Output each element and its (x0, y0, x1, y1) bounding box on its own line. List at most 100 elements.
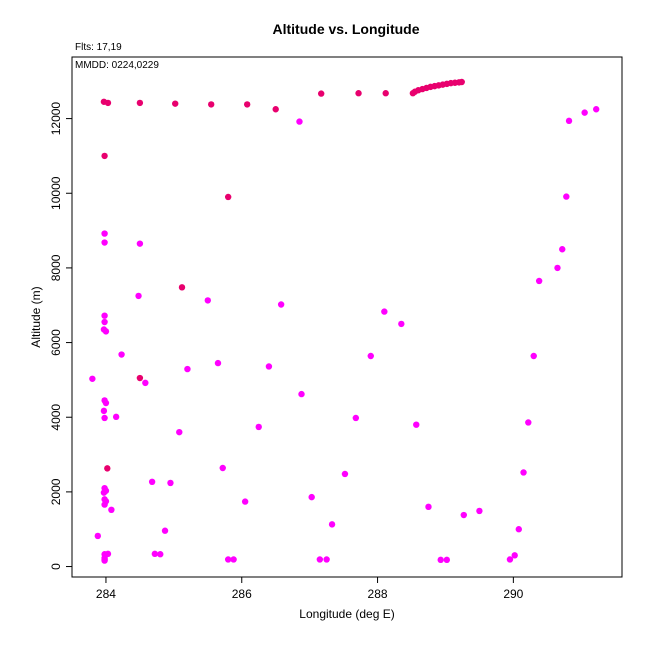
y-tick-label: 2000 (49, 478, 63, 505)
x-tick-label: 284 (96, 587, 116, 601)
data-point (136, 374, 144, 382)
data-point (352, 414, 360, 422)
data-point (530, 352, 537, 360)
data-point (108, 506, 115, 514)
data-point (172, 100, 179, 107)
data-point (554, 264, 561, 272)
data-point (224, 556, 232, 563)
data-point (316, 556, 324, 563)
data-point (101, 501, 108, 508)
data-point (476, 507, 483, 515)
data-point (515, 526, 522, 533)
data-point (296, 118, 303, 125)
y-tick-label: 10000 (49, 176, 63, 210)
data-point (460, 511, 467, 519)
data-point (272, 106, 279, 113)
data-point (142, 379, 149, 387)
data-point (118, 351, 125, 358)
data-point (563, 193, 570, 200)
data-point (437, 556, 444, 564)
data-point (157, 551, 164, 558)
data-point (101, 152, 108, 160)
data-point (104, 465, 111, 472)
data-point (100, 407, 108, 415)
y-tick-label: 4000 (49, 404, 63, 431)
data-point (178, 284, 186, 291)
data-point (328, 521, 336, 528)
data-point (398, 320, 405, 328)
y-tick-label: 8000 (49, 254, 63, 281)
data-point (101, 230, 108, 237)
data-point (317, 90, 325, 97)
y-tick-label: 0 (49, 563, 63, 570)
data-point (277, 301, 285, 308)
data-point (101, 557, 108, 564)
data-point (355, 90, 362, 97)
data-point (592, 106, 600, 113)
x-tick-label: 288 (368, 587, 388, 601)
data-point (243, 101, 251, 108)
y-tick-label: 12000 (49, 102, 63, 136)
data-point (214, 359, 222, 367)
data-point (565, 117, 573, 125)
data-point (101, 414, 108, 422)
data-point (204, 297, 212, 304)
data-point (176, 428, 183, 436)
data-point (298, 390, 305, 398)
data-point (136, 99, 144, 107)
data-point (102, 399, 110, 407)
data-point (413, 421, 420, 428)
data-point (425, 503, 432, 511)
data-point (230, 556, 237, 563)
flights-note: Flts: 17,19 (75, 42, 122, 53)
data-point (382, 90, 389, 97)
x-tick-label: 290 (503, 587, 523, 601)
data-point (224, 193, 232, 201)
date-note: MMDD: 0224,0229 (75, 60, 159, 71)
data-point (520, 469, 527, 476)
data-points (89, 78, 600, 564)
data-point (100, 489, 108, 496)
data-point (458, 78, 465, 86)
chart-title: Altitude vs. Longitude (273, 21, 420, 37)
data-point (381, 308, 388, 315)
data-point (135, 292, 142, 300)
data-point (581, 109, 588, 116)
data-point (265, 363, 273, 370)
data-point (535, 277, 543, 285)
data-point (151, 550, 159, 558)
x-axis-label: Longitude (deg E) (299, 607, 394, 621)
data-point (443, 556, 451, 564)
data-point (136, 240, 144, 247)
data-point (112, 413, 120, 421)
data-point (207, 101, 215, 108)
data-point (102, 328, 110, 335)
data-point (367, 352, 374, 360)
data-point (255, 423, 262, 431)
data-point (184, 365, 191, 373)
data-point (506, 556, 514, 563)
data-point (89, 375, 96, 382)
x-tick-label: 286 (232, 587, 252, 601)
data-point (101, 312, 108, 319)
plot-frame (71, 56, 623, 578)
data-point (511, 552, 518, 559)
data-point (161, 527, 169, 534)
data-point (94, 532, 102, 540)
data-point (241, 498, 249, 505)
data-point (308, 493, 315, 501)
data-point (148, 478, 156, 486)
data-point (104, 99, 112, 107)
data-point (323, 556, 330, 563)
data-point (219, 464, 226, 472)
data-point (167, 479, 174, 487)
data-point (525, 419, 532, 426)
data-point (101, 239, 108, 246)
data-point (101, 318, 108, 326)
data-point (341, 470, 349, 478)
data-point (559, 246, 566, 253)
y-tick-label: 6000 (49, 329, 63, 356)
y-axis-label: Altitude (m) (29, 286, 43, 347)
